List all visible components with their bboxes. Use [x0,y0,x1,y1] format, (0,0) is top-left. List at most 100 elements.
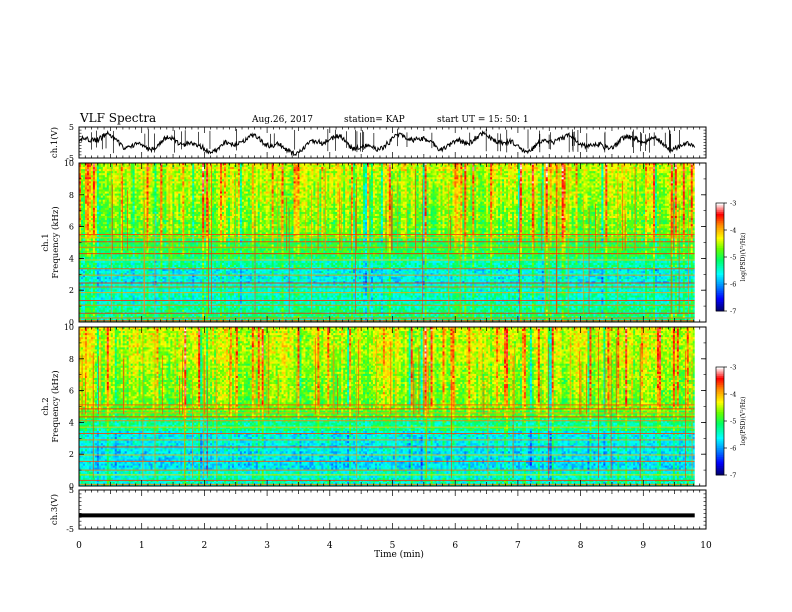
spectrogram-cell [611,171,613,173]
spectrogram-cell [170,165,172,167]
spectrogram-cell [244,167,246,169]
spectrogram-cell [582,167,584,169]
spectrogram-cell [121,173,123,175]
spectrogram-cell [321,171,323,173]
ch1-waveform-panel: 5-5ch.1(V) [49,123,706,163]
spectrogram-cell [431,165,433,167]
spectrogram-cell [484,167,486,169]
spectrogram-cell [240,171,242,173]
spectrogram-cell [456,167,458,169]
spectrogram-cell [297,171,299,173]
spectrogram-cell [357,173,359,175]
spectrogram-cell [401,171,403,173]
spectrogram-cell [230,165,232,167]
spectrogram-cell [333,171,335,173]
spectrogram-cell [540,173,542,175]
spectrogram-cell [484,171,486,173]
spectrogram-cell [204,171,206,173]
spectrogram-cell [180,167,182,169]
spectrogram-cell [504,167,506,169]
spectrogram-cell [228,175,230,177]
spectrogram-cell [115,171,117,173]
spectrogram-cell [421,173,423,175]
spectrogram-cell [425,173,427,175]
spectrogram-cell [176,173,178,175]
spectrogram-cell [627,171,629,173]
spectrogram-cell [661,167,663,169]
spectrogram-cell [311,167,313,169]
spectrogram-cell [385,171,387,173]
spectrogram-cell [99,171,101,173]
spectrogram-cell [222,167,224,169]
spectrogram-cell [383,173,385,175]
spectrogram-cell [347,167,349,169]
spectrogram-cell [188,167,190,169]
spectrogram-cell [653,173,655,175]
spectrogram-cell [514,165,516,167]
spectrogram-cell [629,167,631,169]
spectrogram-cell [109,171,111,173]
spectrogram-cell [186,167,188,169]
spectrogram-cell [305,175,307,177]
spectrogram-cell [456,173,458,175]
spectrogram-cell [162,167,164,169]
spectrogram-cell [691,165,693,167]
spectrogram-cell [566,173,568,175]
spectrogram-cell [409,165,411,167]
spectrogram-cell [365,171,367,173]
spectrogram-cell [520,165,522,167]
spectrogram-cell [297,167,299,169]
figure-title: VLF Spectra [79,111,156,125]
spectrogram-cell [93,167,95,169]
spectrogram-cell [186,173,188,175]
spectrogram-cell [659,173,661,175]
spectrogram-cell [160,173,162,175]
spectrogram-cell [504,173,506,175]
spectrogram-cell [145,165,147,167]
spectrogram-cell [224,167,226,169]
spectrogram-cell [186,175,188,177]
spectrogram-cell [458,167,460,169]
spectrogram-cell [343,167,345,169]
spectrogram-cell [154,167,156,169]
spectrogram-cell [582,173,584,175]
spectrogram-cell [321,175,323,177]
spectrogram-cell [297,175,299,177]
spectrogram-cell [552,167,554,169]
spectrogram-cell [276,171,278,173]
spectrogram-cell [218,173,220,175]
spectrogram-cell [446,167,448,169]
spectrogram-cell [180,171,182,173]
spectrogram-cell [192,175,194,177]
spectrogram-cell [629,165,631,167]
spectrogram-cell [222,175,224,177]
spectrogram-cell [482,171,484,173]
spectrogram-cell [560,171,562,173]
spectrogram-cell [593,171,595,173]
spectrogram-cell [347,173,349,175]
spectrogram-cell [260,167,262,169]
spectrogram-cell [593,173,595,175]
spectrogram-cell [508,173,510,175]
spectrogram-cell [405,171,407,173]
spectrogram-cell [585,173,587,175]
spectrogram-cell [653,165,655,167]
spectrogram-cell [272,173,274,175]
spectrogram-cell [476,173,478,175]
spectrogram-cell [375,171,377,173]
spectrogram-cell [510,171,512,173]
spectrogram-cell [462,173,464,175]
spectrogram-cell [562,167,564,169]
spectrogram-cell [462,165,464,167]
spectrogram-cell [119,173,121,175]
spectrogram-cell [585,167,587,169]
spectrogram-cell [450,167,452,169]
spectrogram-cell [113,173,115,175]
spectrogram-cell [307,167,309,169]
spectrogram-cell [629,173,631,175]
spectrogram-cell [373,173,375,175]
spectrogram-cell [156,165,158,167]
spectrogram-cell [266,175,268,177]
spectrogram-cell [172,167,174,169]
spectrogram-cell [526,171,528,173]
